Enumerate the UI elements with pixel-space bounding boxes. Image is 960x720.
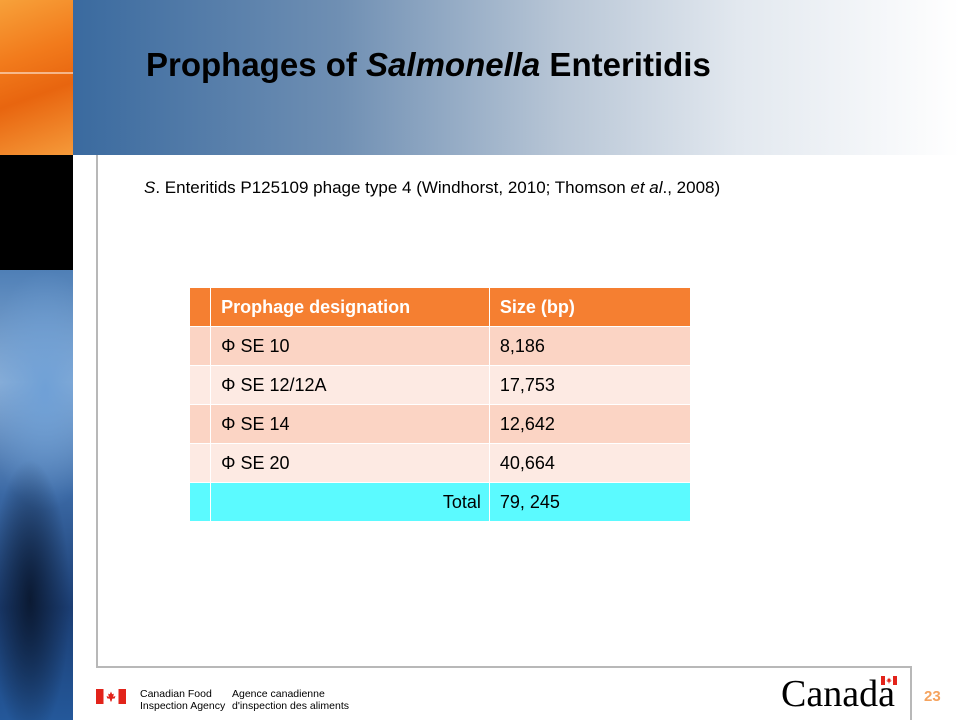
left-blue-graphic <box>0 270 73 720</box>
cell-size: 8,186 <box>488 326 692 366</box>
table-header-row: Prophage designation Size (bp) <box>188 287 692 327</box>
slide-subtitle: S. Enteritids P125109 phage type 4 (Wind… <box>144 178 721 197</box>
page-number: 23 <box>924 688 941 705</box>
canada-flag-icon <box>96 689 126 704</box>
cell-designation: Φ SE 10 <box>210 326 490 366</box>
header-size-bp: Size (bp) <box>488 287 692 327</box>
cell-size: 40,664 <box>488 443 692 483</box>
content-frame-right <box>910 666 912 720</box>
table-total-row: Total 79, 245 <box>188 482 692 522</box>
cell-designation: Φ SE 12/12A <box>210 365 490 405</box>
content-frame-bottom <box>96 666 910 668</box>
table-header-spacer <box>188 287 212 327</box>
agency-name-english: Canadian Food Inspection Agency <box>140 688 226 712</box>
cell-size: 12,642 <box>488 404 692 444</box>
cell-designation: Φ SE 20 <box>210 443 490 483</box>
table-row: Φ SE 10 8,186 <box>188 326 692 366</box>
header-prophage-designation: Prophage designation <box>210 287 490 327</box>
table-row: Φ SE 12/12A 17,753 <box>188 365 692 405</box>
content-frame-left <box>96 155 98 668</box>
table-row: Φ SE 20 40,664 <box>188 443 692 483</box>
canada-wordmark: Canada <box>781 673 895 715</box>
prophage-table: Prophage designation Size (bp) Φ SE 10 8… <box>188 287 692 522</box>
cell-total-label: Total <box>210 482 490 522</box>
title-italic-genus: Salmonella <box>366 46 541 83</box>
slide-title: Prophages of Salmonella Enteritidis <box>146 46 711 83</box>
left-orange-graphic <box>0 0 73 155</box>
header-gradient-band <box>73 0 960 155</box>
left-black-band <box>0 155 73 270</box>
cell-size: 17,753 <box>488 365 692 405</box>
table-row: Φ SE 14 12,642 <box>188 404 692 444</box>
canada-wordmark-flag-icon <box>881 676 897 685</box>
cell-total-value: 79, 245 <box>488 482 692 522</box>
cell-designation: Φ SE 14 <box>210 404 490 444</box>
agency-name-french: Agence canadienne d'inspection des alime… <box>232 688 349 712</box>
